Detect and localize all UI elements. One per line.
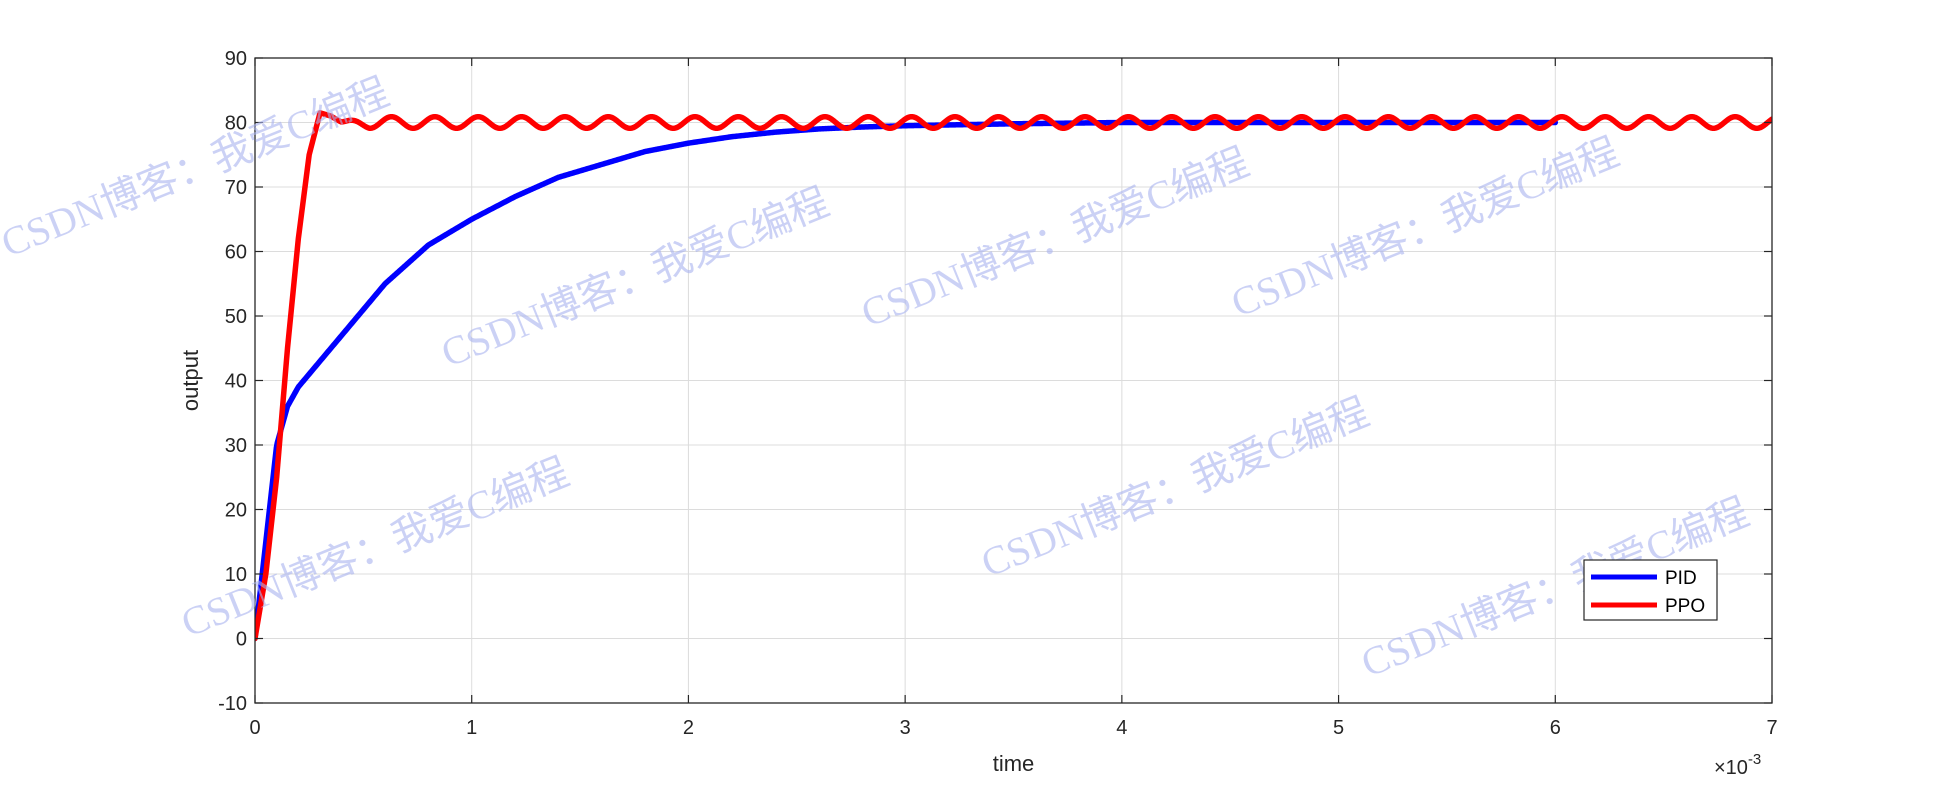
x-tick-label: 5 [1333, 717, 1344, 739]
y-tick-label: -10 [218, 693, 247, 715]
series-line-ppo [255, 110, 1772, 642]
y-tick-label: 10 [225, 564, 247, 586]
y-axis-label: output [178, 350, 203, 411]
x-tick-label: 3 [900, 717, 911, 739]
y-tick-label: 50 [225, 306, 247, 328]
y-tick-label: 30 [225, 435, 247, 457]
x-tick-label: 0 [249, 717, 260, 739]
x-exponent-base: ×10 [1714, 757, 1748, 779]
x-tick-label: 2 [683, 717, 694, 739]
y-tick-label: 20 [225, 500, 247, 522]
y-tick-label: 60 [225, 242, 247, 264]
y-tick-label: 90 [225, 48, 247, 70]
y-tick-label: 70 [225, 177, 247, 199]
x-tick-label: 7 [1766, 717, 1777, 739]
x-axis-label: time [993, 751, 1035, 776]
y-tick-label: 80 [225, 113, 247, 135]
legend-box [1583, 559, 1718, 621]
x-tick-label: 1 [466, 717, 477, 739]
y-tick-label: 40 [225, 371, 247, 393]
x-tick-label: 4 [1116, 717, 1127, 739]
x-tick-label: 6 [1550, 717, 1561, 739]
x-exponent-label: ×10-3 [1714, 751, 1761, 779]
legend: PID PPO [1583, 559, 1718, 621]
x-exponent-power: -3 [1748, 751, 1761, 768]
legend-label-pid: PID [1665, 568, 1697, 589]
y-tick-label: 0 [236, 629, 247, 651]
legend-label-ppo: PPO [1665, 596, 1705, 617]
